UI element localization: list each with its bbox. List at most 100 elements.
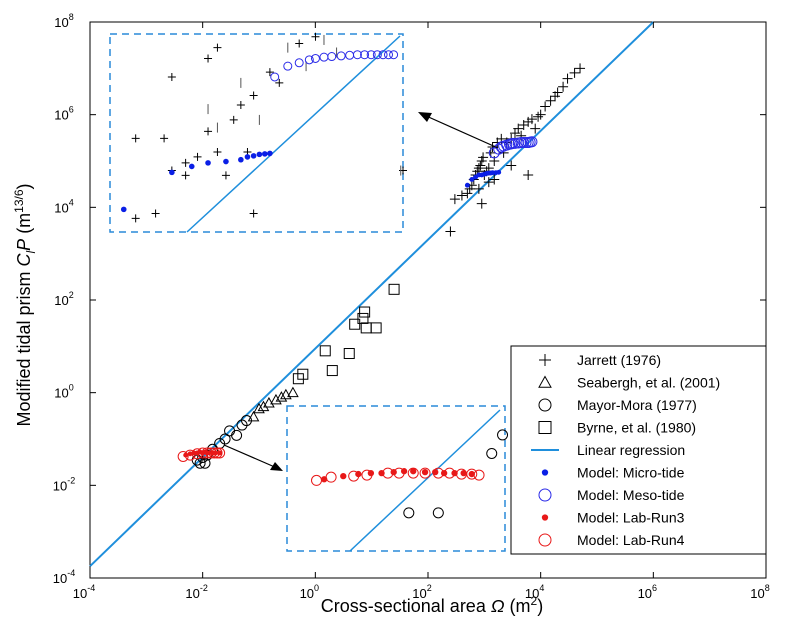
inset-bottom-point-lab-run3 [440,469,448,477]
point-jarrett-1976 [445,226,456,237]
point-jarrett-1976 [562,73,573,84]
y-axis-label: Modified tidal prism ClP (m13/6) [12,183,38,426]
inset-top-point-micro [169,169,175,176]
inset-bottom-point-mayor [497,429,509,441]
legend-marker [541,514,549,521]
inset-top-point-jarrett [265,68,274,77]
inset-top-point-jarrett [181,158,190,167]
inset-top-point-meso [310,53,320,63]
point-seabergh-et-al-2001 [270,393,282,405]
point-model-micro-tide [469,176,475,182]
legend-label: Model: Micro-tide [577,465,685,481]
x-tick-label: 10-2 [185,583,207,601]
legend-marker [538,398,552,412]
point-model-meso-tide [515,137,527,149]
point-jarrett-1976 [552,87,563,98]
y-tick-label: 108 [54,12,73,30]
point-seabergh-et-al-2001 [287,386,299,398]
inset-bottom-point-lab-run4 [419,467,431,479]
inset-top-point-micro [188,163,195,170]
point-jarrett-1976 [558,81,569,92]
point-byrne-et-al-1980 [349,318,361,330]
x-tick-label: 10-4 [73,583,95,601]
inset-bottom-frame [286,405,506,552]
point-model-meso-tide [518,137,530,149]
inset-top-point-meso [383,50,393,60]
y-tick-label: 102 [54,290,73,308]
legend-label: Linear regression [577,442,685,458]
point-jarrett-1976 [476,198,487,209]
point-jarrett-1976 [449,194,460,205]
inset-bottom-point-mayor [403,507,415,519]
inset-top-point-micro [256,151,263,158]
point-seabergh-et-al-2001 [253,402,265,414]
point-model-meso-tide [526,136,538,148]
inset-top-point-meso [270,72,280,82]
inset-bottom-point-lab-run3 [432,468,439,476]
inset-top-point-jarrett [204,54,213,63]
point-jarrett-1976 [489,174,500,185]
y-tick-label: 10-4 [53,568,75,586]
inset-top-point-meso [372,50,382,60]
legend-marker [538,488,552,502]
inset-bottom-regression-line [349,409,501,552]
inset-top-point-jarrett [221,171,230,180]
point-seabergh-et-al-2001 [247,410,260,422]
point-byrne-et-al-1980 [326,365,338,377]
inset-bottom-point-lab-run3 [321,476,328,483]
inset-top-point-micro [267,150,273,157]
inset-top-point-micro [261,151,268,157]
inset-bottom-point-mayor [432,507,444,519]
x-axis-label: Cross-sectional area Ω (m2) [321,594,543,616]
inset-top-frame [109,33,404,233]
point-model-lab-run4 [177,450,189,462]
point-byrne-et-al-1980 [343,348,355,360]
arrow-bottom [223,444,283,471]
inset-bottom-point-lab-run3 [367,469,375,477]
legend-label: Jarrett (1976) [577,352,661,368]
inset-top-point-jarrett [181,171,190,180]
inset-bottom-point-lab-run3 [421,468,429,476]
y-tick-label: 106 [54,105,73,123]
inset-top-point-jarrett [249,209,258,218]
inset-top-point-meso [366,50,376,60]
point-byrne-et-al-1980 [297,368,309,380]
legend-label: Model: Meso-tide [577,487,685,503]
y-tick-label: 100 [54,383,73,401]
point-model-micro-tide [496,169,502,175]
inset-top-point-micro [244,154,251,160]
point-model-lab-run4 [211,447,223,459]
point-mayor-mora-1977 [199,457,211,469]
x-tick-label: 108 [750,583,769,601]
point-jarrett-1976 [540,101,551,112]
inset-top [109,32,407,233]
inset-bottom-point-lab-run3 [460,469,467,477]
y-tick-label: 104 [54,197,73,215]
inset-top-point-jarrett [249,91,258,100]
arrow-top [418,112,499,149]
point-model-lab-run4 [208,447,220,459]
point-jarrett-1976 [545,95,556,106]
point-byrne-et-al-1980 [388,283,400,295]
inset-top-point-jarrett [213,148,222,157]
point-jarrett-1976 [513,123,524,134]
point-jarrett-1976 [478,152,489,163]
inset-top-point-meso [389,50,399,60]
inset-top-point-micro [223,158,229,165]
inset-top-point-meso [378,50,388,60]
point-model-lab-run3 [187,451,193,457]
point-mayor-mora-1977 [231,429,243,441]
inset-top-point-jarrett [229,115,238,124]
point-jarrett-1976 [456,190,467,201]
point-jarrett-1976 [483,177,494,188]
point-seabergh-et-al-2001 [280,388,292,400]
legend-label: Mayor-Mora (1977) [577,397,697,413]
x-tick-label: 100 [300,583,319,601]
regression-line [89,21,655,567]
inset-top-point-meso [360,50,370,60]
legend-label: Seabergh, et al. (2001) [577,375,720,391]
inset-bottom-point-mayor [486,447,498,459]
point-model-micro-tide [464,182,470,188]
point-model-meso-tide [509,137,521,149]
